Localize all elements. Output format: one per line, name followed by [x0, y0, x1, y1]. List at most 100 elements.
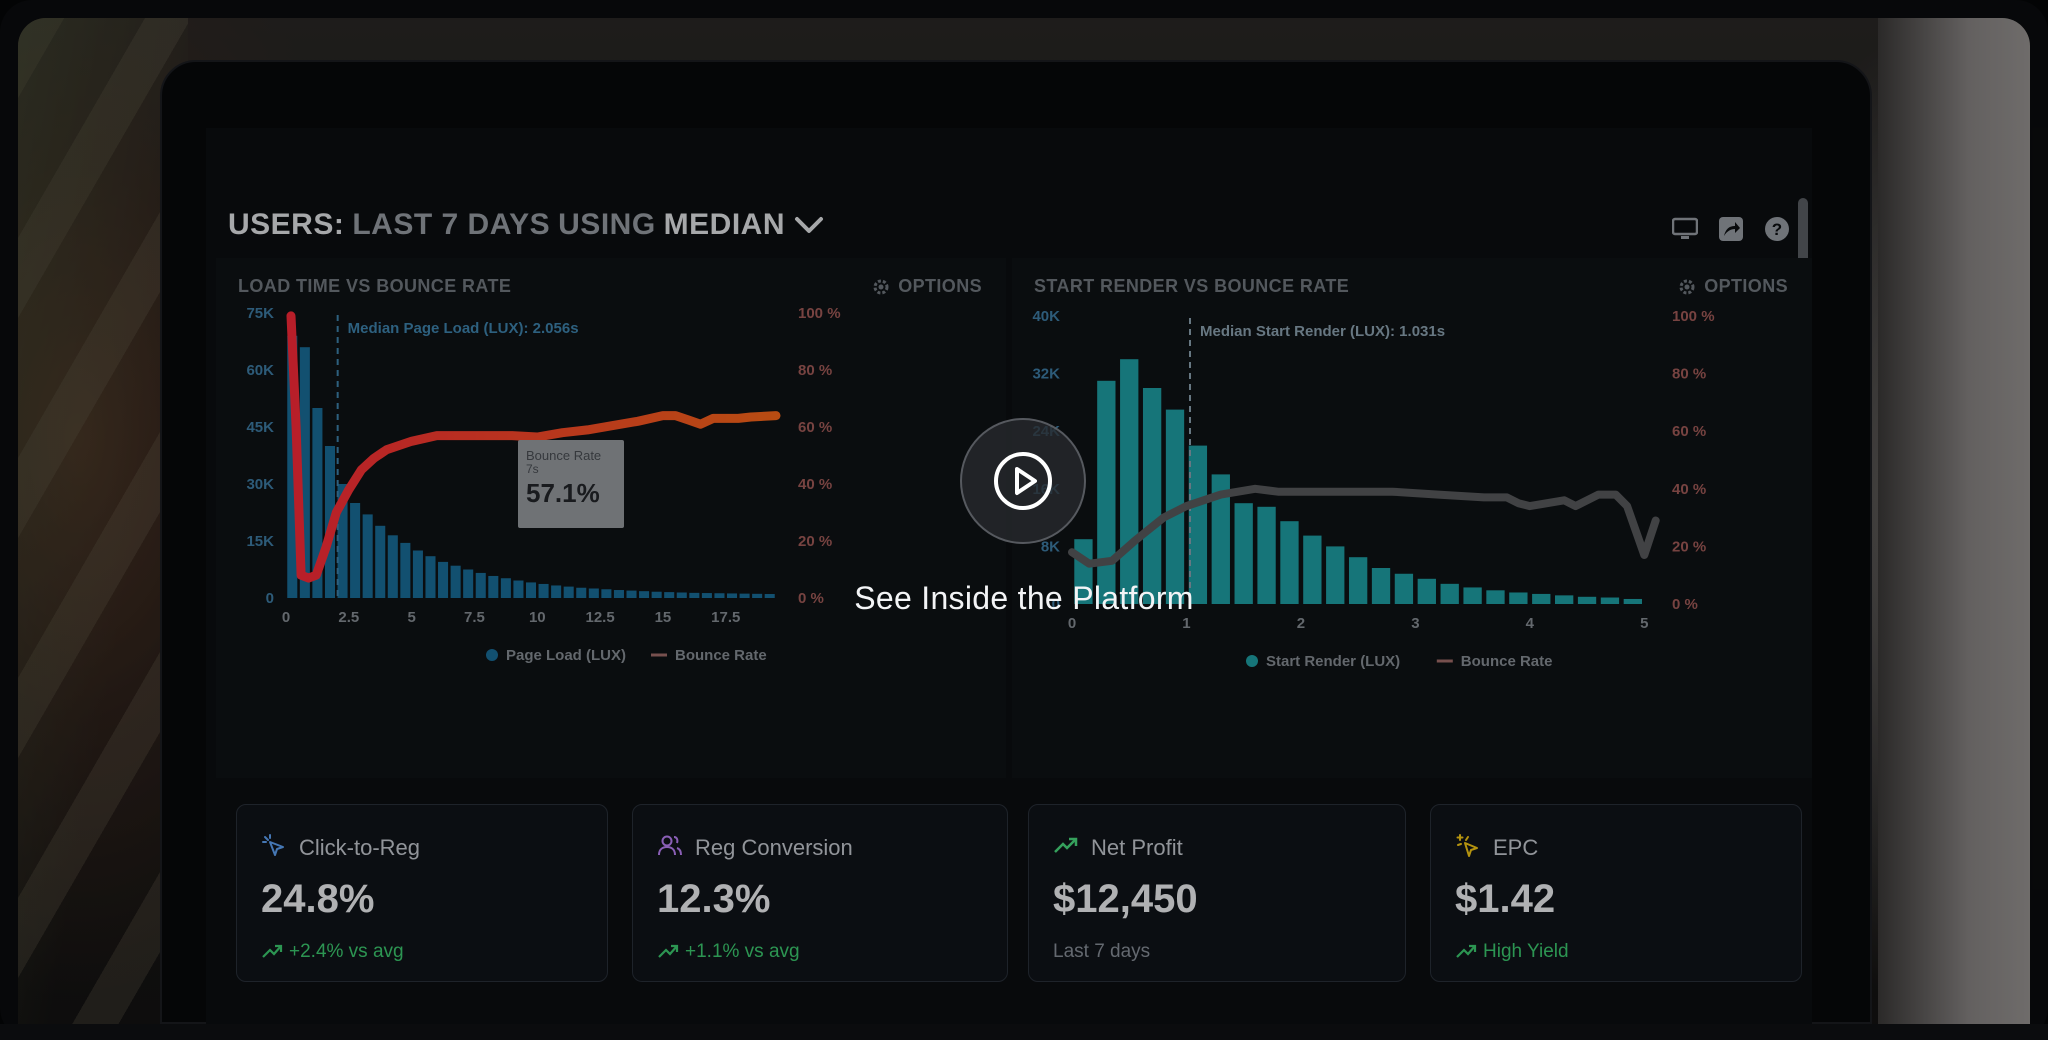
- bottom-bezel: [0, 1024, 2048, 1040]
- bar[interactable]: [538, 583, 549, 598]
- card-label: Reg Conversion: [695, 835, 853, 860]
- card-net-profit[interactable]: Net Profit $12,450 Last 7 days: [1028, 804, 1406, 982]
- card-delta: +1.1% vs avg: [685, 941, 800, 962]
- panel-title: START RENDER VS BOUNCE RATE: [1034, 276, 1350, 296]
- bar[interactable]: [701, 593, 712, 598]
- tooltip-sub: 7s: [526, 462, 539, 476]
- bar[interactable]: [1211, 474, 1230, 604]
- y-right-tick: 60 %: [1672, 423, 1706, 440]
- bar[interactable]: [350, 503, 361, 598]
- monitor-icon[interactable]: [1671, 216, 1699, 242]
- card-epc[interactable]: EPC $1.42 High Yield: [1430, 804, 1802, 982]
- bar[interactable]: [375, 525, 386, 598]
- bar[interactable]: [651, 591, 662, 598]
- options-button[interactable]: OPTIONS: [872, 276, 982, 297]
- bar[interactable]: [475, 572, 486, 598]
- bar[interactable]: [676, 592, 687, 598]
- bar[interactable]: [1394, 573, 1414, 604]
- bar[interactable]: [1577, 596, 1597, 604]
- chevron-down-icon[interactable]: [793, 209, 825, 241]
- legend-line-label[interactable]: Bounce Rate: [675, 647, 767, 664]
- bar[interactable]: [500, 578, 511, 598]
- bar[interactable]: [1440, 583, 1459, 604]
- bar[interactable]: [1532, 593, 1551, 604]
- bar[interactable]: [551, 585, 562, 598]
- bar[interactable]: [1600, 597, 1620, 604]
- bar[interactable]: [425, 556, 436, 598]
- x-tick: 5: [407, 609, 415, 626]
- bar[interactable]: [299, 347, 310, 598]
- bar[interactable]: [714, 593, 725, 598]
- bar[interactable]: [1348, 557, 1368, 604]
- bar[interactable]: [576, 587, 587, 598]
- card-tag: High Yield: [1483, 941, 1569, 962]
- bounce-rate-tooltip: Bounce Rate 7s 57.1%: [518, 440, 624, 528]
- card-click-to-reg[interactable]: Click-to-Reg 24.8% +2.4% vs avg: [236, 804, 608, 982]
- bar[interactable]: [1097, 380, 1116, 604]
- bar[interactable]: [362, 514, 373, 598]
- card-reg-conversion[interactable]: Reg Conversion 12.3% +1.1% vs avg: [632, 804, 1008, 982]
- bar[interactable]: [1486, 590, 1505, 604]
- dashboard-title[interactable]: USERS: LAST 7 DAYS USING MEDIAN: [228, 208, 825, 242]
- bar[interactable]: [664, 592, 675, 598]
- bar[interactable]: [601, 589, 612, 598]
- x-tick: 0: [1068, 615, 1076, 632]
- bar[interactable]: [513, 580, 524, 598]
- bar[interactable]: [1509, 592, 1528, 604]
- bar[interactable]: [412, 550, 423, 599]
- bar[interactable]: [1623, 598, 1642, 604]
- help-icon[interactable]: ?: [1764, 216, 1790, 242]
- options-button[interactable]: OPTIONS: [1678, 276, 1788, 297]
- bar[interactable]: [689, 592, 700, 598]
- legend-line-label[interactable]: Bounce Rate: [1461, 653, 1553, 670]
- legend-bars-label[interactable]: Page Load (LUX): [506, 647, 626, 664]
- bar[interactable]: [1280, 521, 1299, 604]
- legend-bars-label[interactable]: Start Render (LUX): [1266, 653, 1400, 670]
- median-label: Median Page Load (LUX): 2.056s: [348, 320, 579, 337]
- bar[interactable]: [1142, 388, 1162, 604]
- bar[interactable]: [1371, 568, 1391, 604]
- bar[interactable]: [1326, 546, 1345, 604]
- bar[interactable]: [525, 582, 537, 598]
- play-icon: [994, 452, 1052, 510]
- bar[interactable]: [1234, 503, 1253, 604]
- bar[interactable]: [1165, 409, 1185, 604]
- bar[interactable]: [613, 590, 624, 598]
- x-tick: 0: [282, 609, 290, 626]
- bar[interactable]: [450, 565, 461, 598]
- y-left-tick: 8K: [1041, 538, 1060, 555]
- bar[interactable]: [438, 561, 449, 598]
- bar[interactable]: [1188, 445, 1208, 604]
- load-time-panel: LOAD TIME VS BOUNCE RATE OPTIONS 75K 60K 4…: [216, 258, 1006, 778]
- bar[interactable]: [563, 586, 574, 598]
- bar[interactable]: [287, 335, 298, 598]
- bar[interactable]: [1303, 535, 1322, 604]
- bar[interactable]: [588, 588, 599, 599]
- trending-up-icon: [1054, 837, 1078, 853]
- bar[interactable]: [1120, 359, 1139, 604]
- sparkle-pointer-icon: [1456, 834, 1478, 857]
- trending-up-icon: [658, 944, 679, 958]
- bar[interactable]: [463, 569, 474, 599]
- bar[interactable]: [727, 593, 738, 598]
- bar[interactable]: [400, 542, 411, 598]
- bar[interactable]: [312, 408, 323, 598]
- x-tick: 10: [529, 609, 546, 626]
- bar[interactable]: [752, 593, 763, 598]
- bar[interactable]: [488, 575, 499, 598]
- bar[interactable]: [1555, 595, 1574, 604]
- play-video-button[interactable]: [960, 418, 1086, 544]
- bar[interactable]: [626, 590, 637, 598]
- bar[interactable]: [764, 594, 775, 598]
- bar[interactable]: [387, 535, 398, 598]
- x-tick: 2: [1297, 615, 1305, 632]
- y-left-tick: 15K: [246, 533, 274, 550]
- bar[interactable]: [1257, 506, 1276, 604]
- bar[interactable]: [337, 484, 348, 598]
- bar[interactable]: [1463, 587, 1482, 604]
- bar[interactable]: [1417, 578, 1436, 604]
- bar[interactable]: [739, 593, 750, 598]
- share-icon[interactable]: [1718, 216, 1744, 242]
- card-label: EPC: [1493, 835, 1539, 860]
- bar[interactable]: [639, 591, 650, 598]
